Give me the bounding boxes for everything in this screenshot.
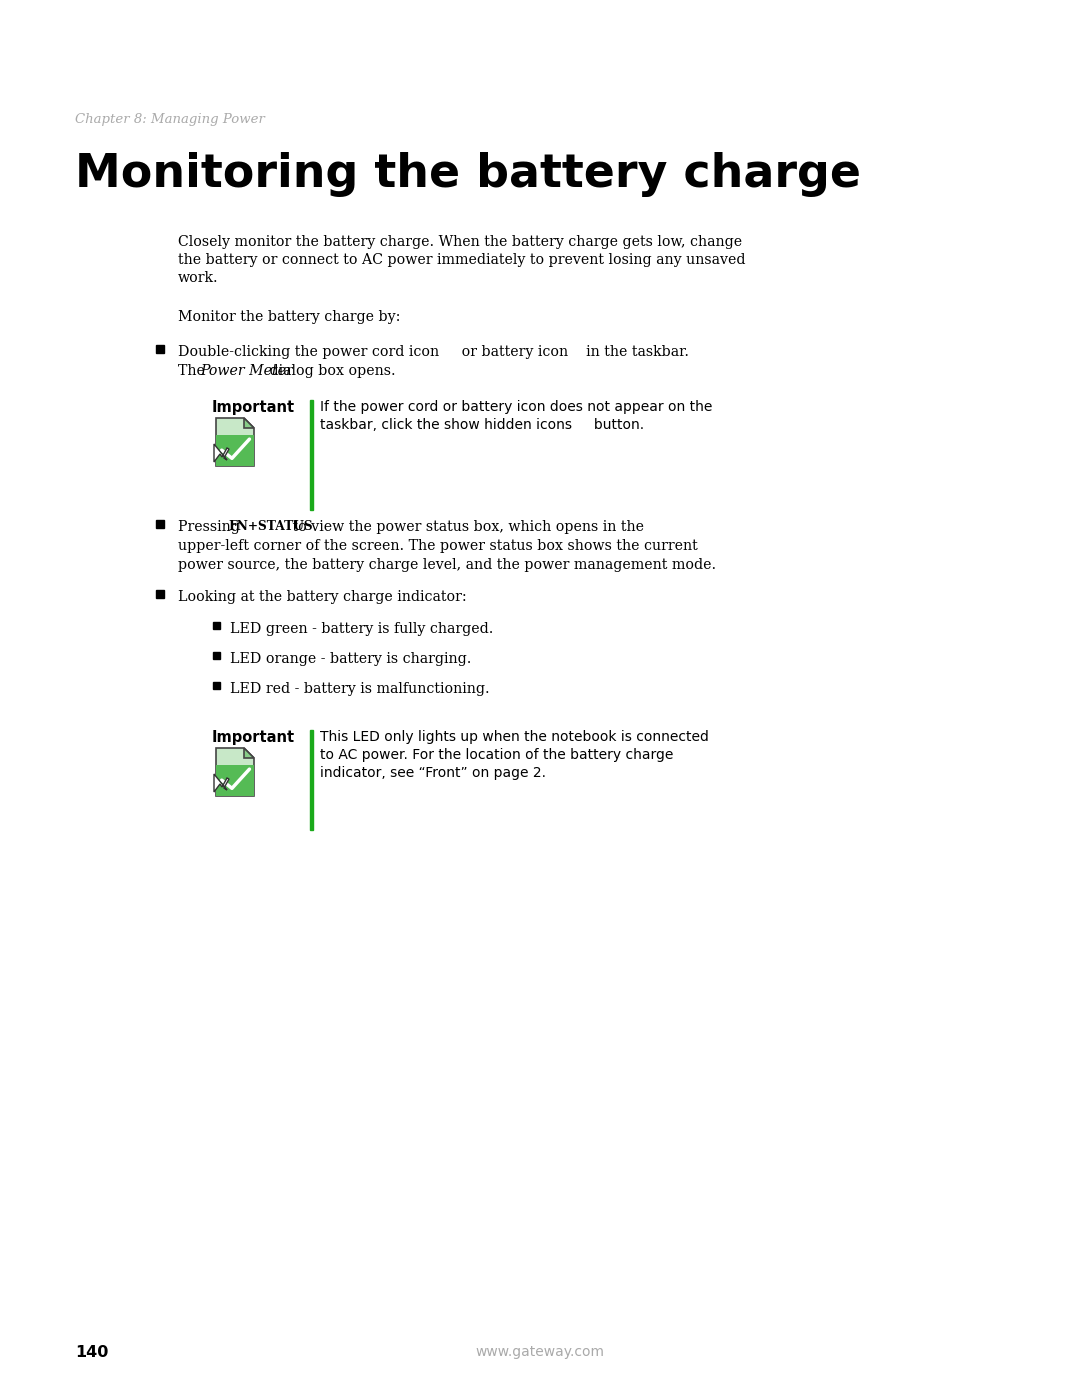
Polygon shape — [244, 418, 254, 427]
Polygon shape — [214, 444, 229, 462]
Bar — [310, 731, 313, 830]
Text: to view the power status box, which opens in the: to view the power status box, which open… — [288, 520, 644, 534]
Bar — [156, 345, 164, 353]
Text: power source, the battery charge level, and the power management mode.: power source, the battery charge level, … — [178, 557, 716, 571]
Text: LED red - battery is malfunctioning.: LED red - battery is malfunctioning. — [230, 682, 489, 696]
Text: Closely monitor the battery charge. When the battery charge gets low, change: Closely monitor the battery charge. When… — [178, 235, 742, 249]
Polygon shape — [216, 434, 254, 467]
Text: indicator, see “Front” on page 2.: indicator, see “Front” on page 2. — [320, 766, 546, 780]
Text: Pressing: Pressing — [178, 520, 244, 534]
Polygon shape — [244, 747, 254, 759]
Text: taskbar, click the show hidden icons     button.: taskbar, click the show hidden icons but… — [320, 418, 644, 432]
Text: dialog box opens.: dialog box opens. — [265, 365, 395, 379]
Text: Monitor the battery charge by:: Monitor the battery charge by: — [178, 310, 401, 324]
Text: FN+STATUS: FN+STATUS — [228, 520, 312, 534]
Polygon shape — [216, 747, 254, 796]
Text: Important: Important — [212, 731, 295, 745]
Text: work.: work. — [178, 271, 218, 285]
Bar — [310, 400, 313, 510]
Text: Chapter 8: Managing Power: Chapter 8: Managing Power — [75, 113, 265, 126]
Bar — [213, 682, 220, 689]
Text: to AC power. For the location of the battery charge: to AC power. For the location of the bat… — [320, 747, 673, 761]
Bar — [156, 520, 164, 528]
Text: Power Meter: Power Meter — [200, 365, 293, 379]
Text: The: The — [178, 365, 210, 379]
Polygon shape — [216, 418, 254, 467]
Text: upper-left corner of the screen. The power status box shows the current: upper-left corner of the screen. The pow… — [178, 539, 698, 553]
Text: www.gateway.com: www.gateway.com — [475, 1345, 605, 1359]
Text: Double-clicking the power cord icon     or battery icon    in the taskbar.: Double-clicking the power cord icon or b… — [178, 345, 689, 359]
Text: the battery or connect to AC power immediately to prevent losing any unsaved: the battery or connect to AC power immed… — [178, 253, 745, 267]
Bar — [213, 652, 220, 659]
Text: Monitoring the battery charge: Monitoring the battery charge — [75, 152, 861, 197]
Bar — [156, 590, 164, 598]
Text: 140: 140 — [75, 1345, 108, 1361]
Bar — [213, 622, 220, 629]
Text: LED orange - battery is charging.: LED orange - battery is charging. — [230, 652, 471, 666]
Text: Important: Important — [212, 400, 295, 415]
Text: LED green - battery is fully charged.: LED green - battery is fully charged. — [230, 622, 494, 636]
Text: If the power cord or battery icon does not appear on the: If the power cord or battery icon does n… — [320, 400, 713, 414]
Polygon shape — [214, 774, 229, 792]
Polygon shape — [216, 764, 254, 796]
Text: This LED only lights up when the notebook is connected: This LED only lights up when the noteboo… — [320, 731, 708, 745]
Text: Looking at the battery charge indicator:: Looking at the battery charge indicator: — [178, 590, 467, 604]
